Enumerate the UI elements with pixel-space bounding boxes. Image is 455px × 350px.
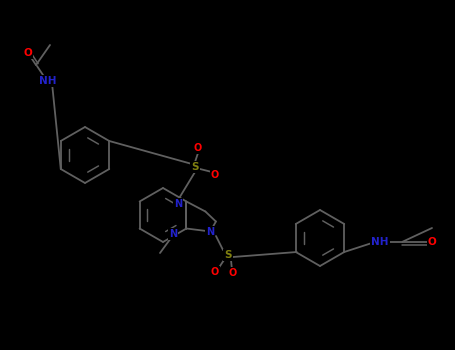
Text: O: O: [24, 48, 32, 58]
Text: O: O: [211, 267, 219, 277]
Text: S: S: [191, 162, 199, 172]
Text: O: O: [211, 170, 219, 180]
Text: O: O: [428, 237, 436, 247]
Text: NH: NH: [371, 237, 389, 247]
Text: N: N: [206, 227, 214, 237]
Text: N: N: [169, 229, 177, 239]
Text: O: O: [229, 268, 237, 278]
Text: N: N: [174, 199, 182, 209]
Text: NH: NH: [39, 76, 57, 86]
Text: O: O: [194, 143, 202, 153]
Text: S: S: [224, 250, 232, 260]
